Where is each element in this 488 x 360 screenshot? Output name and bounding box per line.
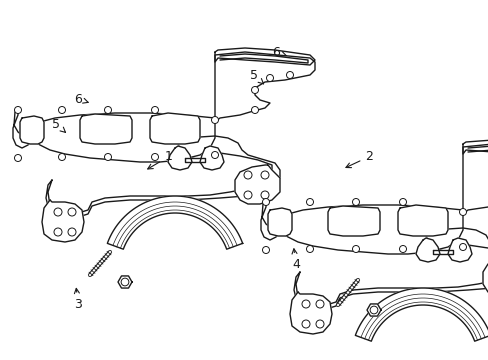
Polygon shape — [150, 113, 200, 144]
Circle shape — [104, 153, 111, 161]
Circle shape — [286, 72, 293, 78]
Text: 2: 2 — [345, 150, 372, 168]
Polygon shape — [415, 238, 439, 262]
Circle shape — [151, 153, 158, 161]
Circle shape — [54, 208, 62, 216]
Polygon shape — [184, 158, 204, 162]
Text: 1: 1 — [147, 150, 172, 169]
Polygon shape — [293, 228, 488, 310]
Circle shape — [244, 171, 251, 179]
Circle shape — [15, 154, 21, 162]
Circle shape — [251, 107, 258, 113]
Polygon shape — [118, 276, 132, 288]
Polygon shape — [366, 304, 380, 316]
Circle shape — [352, 246, 359, 252]
Circle shape — [315, 320, 324, 328]
Polygon shape — [447, 238, 471, 262]
Circle shape — [251, 86, 258, 94]
Circle shape — [302, 300, 309, 308]
Circle shape — [306, 198, 313, 206]
Circle shape — [302, 320, 309, 328]
Circle shape — [104, 107, 111, 113]
Polygon shape — [482, 257, 488, 296]
Polygon shape — [80, 114, 132, 144]
Circle shape — [262, 198, 269, 206]
Polygon shape — [355, 288, 488, 341]
Polygon shape — [462, 140, 488, 157]
Circle shape — [459, 208, 466, 216]
Polygon shape — [261, 144, 488, 254]
Polygon shape — [20, 116, 44, 144]
Polygon shape — [13, 52, 314, 162]
Circle shape — [266, 75, 273, 81]
Circle shape — [369, 306, 377, 314]
Text: 5: 5 — [52, 118, 65, 132]
Circle shape — [261, 191, 268, 199]
Circle shape — [399, 246, 406, 252]
Circle shape — [261, 171, 268, 179]
Circle shape — [211, 117, 218, 123]
Polygon shape — [327, 206, 379, 236]
Polygon shape — [397, 205, 447, 236]
Polygon shape — [235, 165, 280, 204]
Circle shape — [68, 208, 76, 216]
Circle shape — [68, 228, 76, 236]
Circle shape — [459, 243, 466, 251]
Circle shape — [59, 107, 65, 113]
Circle shape — [151, 107, 158, 113]
Polygon shape — [42, 200, 84, 242]
Circle shape — [315, 300, 324, 308]
Polygon shape — [46, 136, 280, 218]
Circle shape — [352, 198, 359, 206]
Text: 6: 6 — [272, 46, 285, 59]
Circle shape — [244, 191, 251, 199]
Circle shape — [262, 247, 269, 253]
Text: 5: 5 — [250, 69, 263, 84]
Circle shape — [306, 246, 313, 252]
Circle shape — [15, 107, 21, 113]
Text: 3: 3 — [74, 288, 82, 311]
Polygon shape — [432, 250, 452, 254]
Circle shape — [54, 228, 62, 236]
Circle shape — [399, 198, 406, 206]
Circle shape — [121, 278, 128, 286]
Polygon shape — [289, 292, 331, 334]
Polygon shape — [107, 196, 242, 249]
Circle shape — [59, 153, 65, 161]
Polygon shape — [215, 48, 314, 65]
Polygon shape — [168, 146, 192, 170]
Text: 4: 4 — [291, 249, 299, 271]
Polygon shape — [267, 208, 291, 236]
Circle shape — [211, 152, 218, 158]
Polygon shape — [200, 146, 224, 170]
Text: 6: 6 — [74, 93, 88, 105]
